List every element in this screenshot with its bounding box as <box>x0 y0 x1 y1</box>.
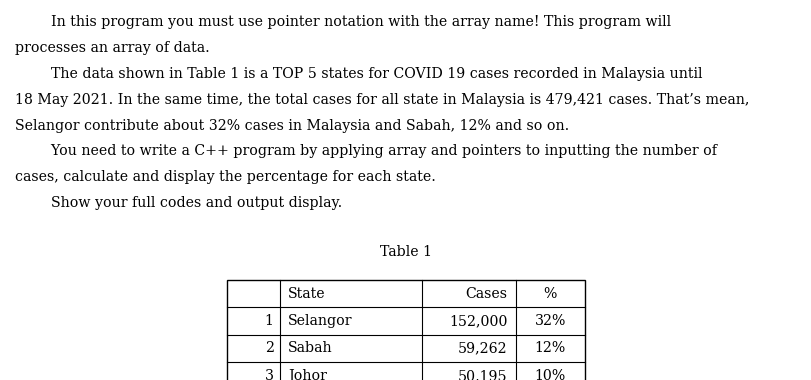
Text: You need to write a C++ program by applying array and pointers to inputting the : You need to write a C++ program by apply… <box>15 144 716 158</box>
Text: Selangor contribute about 32% cases in Malaysia and Sabah, 12% and so on.: Selangor contribute about 32% cases in M… <box>15 119 569 133</box>
Text: Sabah: Sabah <box>288 342 333 355</box>
Text: cases, calculate and display the percentage for each state.: cases, calculate and display the percent… <box>15 170 435 184</box>
Text: processes an array of data.: processes an array of data. <box>15 41 209 55</box>
Text: The data shown in Table 1 is a TOP 5 states for COVID 19 cases recorded in Malay: The data shown in Table 1 is a TOP 5 sta… <box>15 67 702 81</box>
Text: Table 1: Table 1 <box>380 245 431 259</box>
Text: 12%: 12% <box>534 342 565 355</box>
Text: 2: 2 <box>264 342 273 355</box>
Text: Selangor: Selangor <box>288 314 352 328</box>
Text: 59,262: 59,262 <box>457 342 507 355</box>
Text: 152,000: 152,000 <box>448 314 507 328</box>
Text: 50,195: 50,195 <box>457 369 507 380</box>
Text: Cases: Cases <box>465 287 507 301</box>
Text: %: % <box>543 287 556 301</box>
Text: Johor: Johor <box>288 369 327 380</box>
Text: 3: 3 <box>264 369 273 380</box>
Text: State: State <box>288 287 325 301</box>
Text: 32%: 32% <box>534 314 565 328</box>
Text: 1: 1 <box>264 314 273 328</box>
Text: In this program you must use pointer notation with the array name! This program : In this program you must use pointer not… <box>15 15 670 29</box>
Text: 10%: 10% <box>534 369 565 380</box>
Text: Show your full codes and output display.: Show your full codes and output display. <box>15 196 341 210</box>
Text: 18 May 2021. In the same time, the total cases for all state in Malaysia is 479,: 18 May 2021. In the same time, the total… <box>15 93 748 107</box>
